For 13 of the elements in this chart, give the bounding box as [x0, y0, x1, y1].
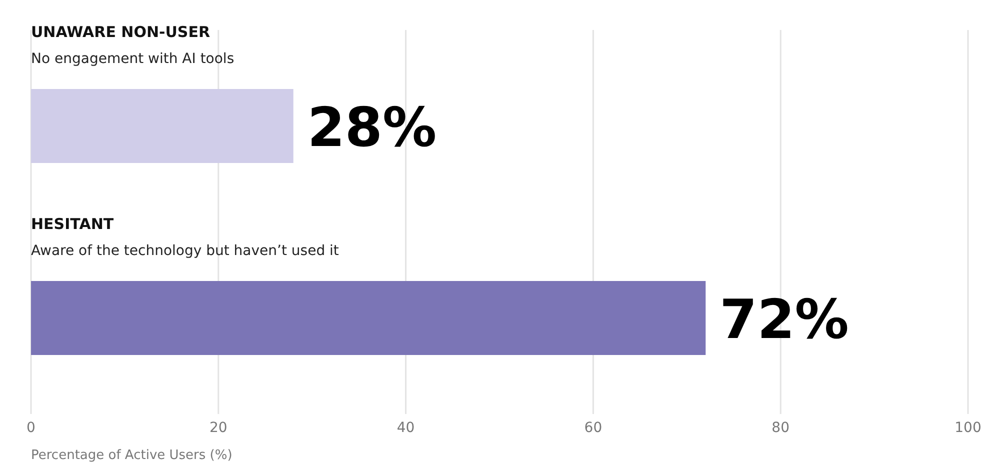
x-axis-title: Percentage of Active Users (%) — [31, 448, 232, 463]
x-tick-label: 40 — [396, 420, 415, 436]
annotation: No engagement with AI tools — [31, 51, 234, 67]
y-tick-label: UNAWARE NON-USER — [31, 23, 210, 41]
x-tick-label: 100 — [954, 420, 982, 436]
data-label: 28% — [307, 96, 437, 159]
data-label: 72% — [720, 288, 849, 351]
x-tick-label: 60 — [584, 420, 602, 436]
x-tick-label: 20 — [209, 420, 228, 436]
x-tick-label: 0 — [26, 420, 36, 436]
x-tick-label: 80 — [772, 420, 790, 436]
y-tick-label: HESITANT — [31, 215, 114, 233]
annotation: Aware of the technology but haven’t used it — [31, 243, 340, 259]
